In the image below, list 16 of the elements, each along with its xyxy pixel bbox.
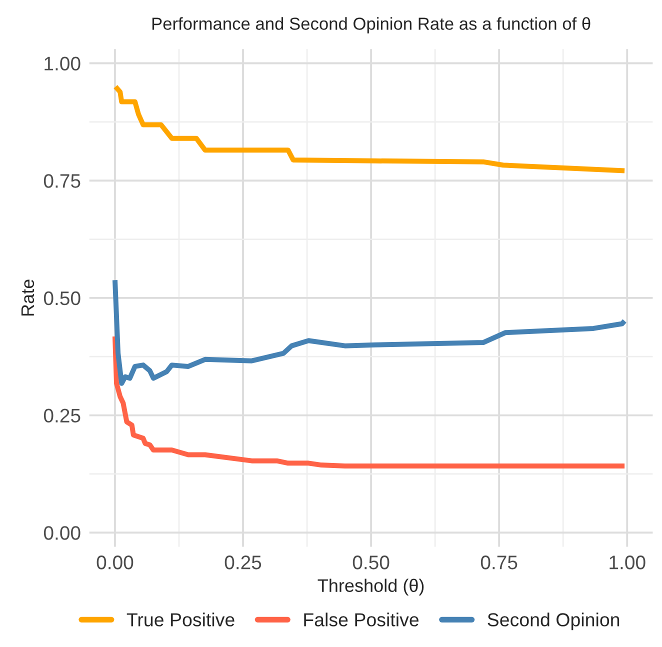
y-tick-label: 0.00 (44, 526, 80, 540)
y-axis-title: Rate (21, 280, 34, 316)
y-tick-label: 1.00 (44, 56, 80, 70)
x-tick-label: 1.00 (610, 556, 646, 570)
x-tick-label: 0.50 (352, 556, 390, 570)
x-tick-label: 0.75 (480, 556, 518, 570)
legend-label: True Positive (126, 612, 234, 626)
chart-title: Performance and Second Opinion Rate as a function of θ (152, 17, 590, 34)
x-tick-label: 0.25 (224, 556, 262, 570)
x-tick-label: 0.00 (96, 556, 134, 570)
y-tick-label: 0.25 (44, 408, 80, 423)
legend-label: Second Opinion (488, 612, 620, 630)
y-tick-label: 0.75 (44, 174, 80, 188)
x-axis-title: Threshold (θ) (318, 578, 424, 596)
legend-label: False Positive (304, 612, 419, 626)
y-tick-label: 0.50 (44, 291, 80, 306)
